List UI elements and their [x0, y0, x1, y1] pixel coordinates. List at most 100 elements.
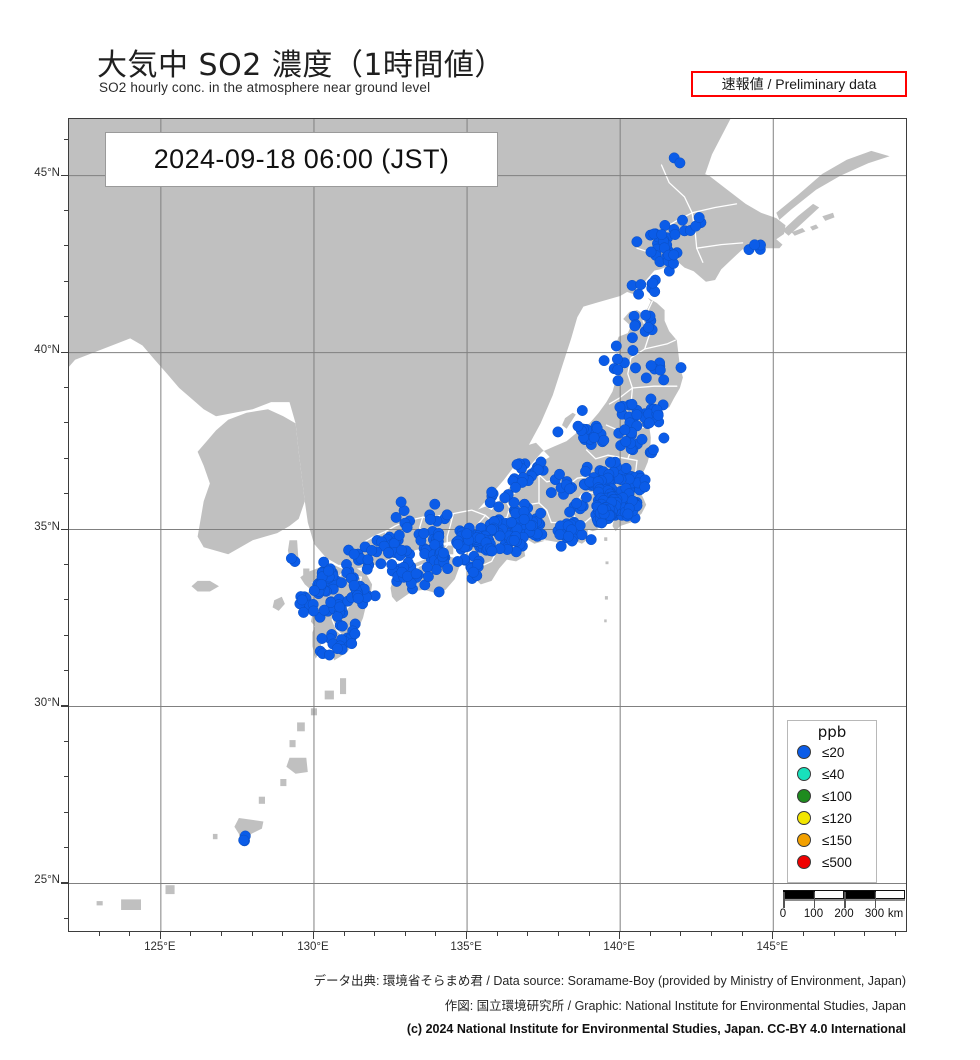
station-dot[interactable]: [554, 468, 565, 480]
station-dot[interactable]: [352, 592, 364, 604]
station-dot[interactable]: [348, 548, 360, 560]
station-dot[interactable]: [336, 620, 348, 632]
station-dot[interactable]: [610, 340, 622, 352]
station-dot[interactable]: [346, 638, 358, 650]
station-dot[interactable]: [654, 364, 666, 376]
legend-item[interactable]: ≤150: [788, 829, 876, 851]
legend-item[interactable]: ≤20: [788, 741, 876, 763]
station-dot[interactable]: [598, 355, 610, 367]
station-dot[interactable]: [334, 601, 346, 613]
station-dot[interactable]: [486, 545, 498, 557]
station-dot[interactable]: [395, 496, 407, 508]
station-dot[interactable]: [393, 529, 405, 541]
station-dot[interactable]: [647, 277, 659, 289]
station-dot[interactable]: [433, 586, 445, 598]
station-dot[interactable]: [361, 563, 373, 575]
station-dot[interactable]: [636, 433, 648, 445]
station-dot[interactable]: [452, 556, 464, 567]
station-dot[interactable]: [620, 436, 632, 447]
station-dot[interactable]: [349, 628, 361, 640]
station-dot[interactable]: [640, 372, 652, 384]
station-dot[interactable]: [362, 554, 374, 566]
station-dot[interactable]: [643, 417, 655, 429]
legend-item[interactable]: ≤120: [788, 807, 876, 829]
station-dot[interactable]: [452, 538, 464, 550]
station-dot[interactable]: [620, 462, 632, 474]
station-dot[interactable]: [631, 236, 643, 248]
station-dot[interactable]: [316, 633, 328, 644]
legend-item[interactable]: ≤100: [788, 785, 876, 807]
station-dot[interactable]: [591, 422, 603, 434]
station-dot[interactable]: [630, 362, 641, 374]
station-dot[interactable]: [652, 409, 664, 421]
station-dot[interactable]: [422, 571, 434, 583]
legend-item[interactable]: ≤500: [788, 851, 876, 873]
station-dot[interactable]: [348, 579, 360, 591]
station-dot[interactable]: [298, 606, 309, 618]
station-dot[interactable]: [596, 517, 608, 529]
station-dot[interactable]: [614, 401, 626, 413]
station-dot[interactable]: [510, 481, 521, 493]
station-dot[interactable]: [675, 362, 687, 374]
station-dot[interactable]: [366, 544, 378, 556]
station-dot[interactable]: [674, 157, 686, 169]
station-dot[interactable]: [438, 547, 449, 559]
station-dot[interactable]: [564, 506, 576, 518]
station-dot[interactable]: [580, 466, 591, 477]
station-dot[interactable]: [564, 483, 576, 495]
station-dot[interactable]: [645, 246, 657, 258]
station-dot[interactable]: [461, 528, 473, 540]
station-dot[interactable]: [396, 544, 408, 556]
station-dot[interactable]: [555, 540, 567, 552]
station-dot[interactable]: [598, 434, 610, 446]
station-dot[interactable]: [418, 527, 430, 539]
station-dot[interactable]: [386, 559, 398, 570]
station-dot[interactable]: [622, 508, 634, 520]
station-dot[interactable]: [585, 534, 597, 546]
station-dot[interactable]: [430, 564, 442, 576]
station-dot[interactable]: [677, 214, 688, 226]
station-dot[interactable]: [749, 239, 761, 251]
station-dot[interactable]: [323, 565, 335, 577]
station-dot[interactable]: [375, 558, 387, 570]
station-dot[interactable]: [494, 530, 506, 542]
station-dot[interactable]: [656, 229, 668, 241]
station-dot[interactable]: [642, 321, 654, 333]
station-dot[interactable]: [639, 481, 651, 493]
station-dot[interactable]: [580, 491, 592, 503]
station-dot[interactable]: [429, 498, 441, 510]
station-dot[interactable]: [429, 539, 441, 551]
station-dot[interactable]: [323, 649, 335, 661]
station-dot[interactable]: [597, 503, 609, 515]
station-dot[interactable]: [441, 509, 453, 521]
station-dot[interactable]: [442, 563, 454, 575]
station-dot[interactable]: [499, 492, 511, 504]
station-dot[interactable]: [331, 643, 343, 655]
station-dot[interactable]: [571, 497, 582, 509]
map-plot-area[interactable]: [68, 118, 907, 932]
station-dot[interactable]: [576, 405, 588, 416]
station-dot[interactable]: [645, 393, 657, 405]
station-dot[interactable]: [308, 605, 319, 617]
station-dot[interactable]: [693, 212, 705, 223]
station-dot[interactable]: [467, 566, 479, 578]
station-dot[interactable]: [318, 556, 330, 568]
legend[interactable]: ppb ≤20 ≤40 ≤100 ≤120 ≤150 ≤500: [787, 720, 877, 883]
station-dot[interactable]: [627, 345, 639, 356]
station-dot[interactable]: [658, 432, 670, 444]
station-dot[interactable]: [626, 398, 638, 410]
station-dot[interactable]: [588, 432, 600, 444]
station-dot[interactable]: [315, 578, 327, 590]
station-dot[interactable]: [631, 409, 643, 421]
station-dot[interactable]: [574, 519, 586, 531]
station-dot[interactable]: [640, 309, 652, 321]
station-dot[interactable]: [421, 561, 433, 573]
station-dot[interactable]: [658, 374, 670, 386]
station-dot[interactable]: [486, 486, 498, 498]
station-dot[interactable]: [647, 444, 659, 456]
station-dot[interactable]: [410, 568, 422, 580]
station-dot[interactable]: [612, 375, 624, 387]
station-dot[interactable]: [535, 507, 547, 519]
station-dot[interactable]: [493, 501, 505, 513]
station-dot[interactable]: [325, 597, 337, 608]
